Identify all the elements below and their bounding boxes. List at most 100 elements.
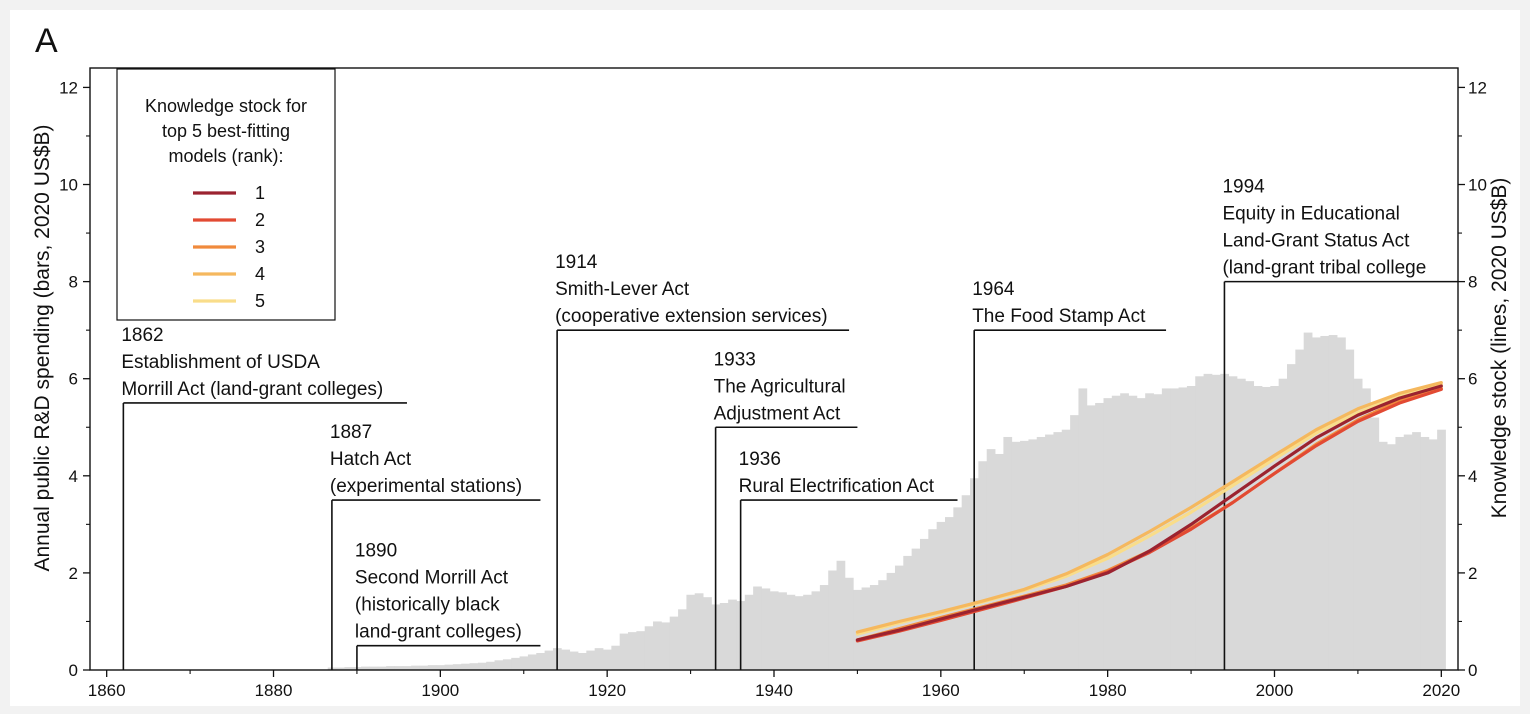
spending-bar-1968 [1003, 436, 1013, 670]
spending-bar-1982 [1120, 393, 1129, 670]
spending-bar-1947 [828, 570, 837, 670]
spending-bar-1923 [628, 632, 637, 670]
spending-bar-1980 [1103, 398, 1113, 670]
y-left-tick-label-6: 6 [69, 370, 78, 389]
spending-bar-2015 [1395, 436, 1405, 670]
spending-bar-1888 [336, 667, 345, 670]
spending-bar-1967 [995, 453, 1004, 670]
y-left-tick-label-10: 10 [59, 176, 78, 195]
annotation-text-1964-0: 1964 [972, 279, 1015, 300]
spending-bar-2004 [1303, 332, 1313, 670]
spending-bar-1931 [694, 593, 704, 670]
y-left-tick-label-12: 12 [59, 78, 78, 97]
y-axis-left-title: Annual public R&D spending (bars, 2020 U… [31, 124, 54, 571]
spending-bar-1918 [586, 650, 596, 670]
spending-bar-1934 [719, 603, 729, 670]
spending-bar-1998 [1253, 385, 1263, 670]
annotation-text-1933-0: 1933 [714, 349, 756, 370]
spending-bar-2012 [1370, 417, 1380, 670]
annotation-text-1887-1: Hatch Act [330, 449, 412, 470]
spending-bar-1928 [669, 616, 679, 670]
spending-bar-1891 [361, 666, 370, 670]
spending-bar-1897 [411, 665, 420, 670]
y-left-tick-label-4: 4 [69, 467, 78, 486]
figure-panel: A 1862 Establishment of USDA Morrill Act (… [10, 10, 1520, 706]
spending-bar-1973 [1045, 434, 1054, 670]
spending-bar-1999 [1261, 386, 1271, 670]
spending-bar-1938 [753, 586, 762, 670]
spending-bar-1941 [778, 592, 787, 670]
legend-title-line: models (rank): [168, 146, 283, 166]
annotation-text-1887-0: 1887 [330, 422, 372, 443]
spending-bar-2010 [1353, 378, 1363, 670]
spending-bar-1929 [678, 609, 687, 670]
spending-bar-1889 [344, 667, 354, 670]
annotation-text-1994-3: (land-grant tribal college [1222, 258, 1426, 279]
y-right-tick-label-10: 10 [1468, 176, 1487, 195]
spending-bar-1997 [1245, 381, 1255, 670]
y-right-tick-label-0: 0 [1468, 661, 1477, 680]
spending-bar-1908 [502, 659, 512, 670]
spending-bar-1970 [1020, 440, 1029, 670]
panel-label: A [35, 22, 58, 60]
x-tick-label-1940: 1940 [755, 681, 793, 700]
spending-bar-2006 [1320, 335, 1330, 670]
spending-bar-1965 [978, 461, 988, 670]
x-tick-label-1980: 1980 [1089, 681, 1127, 700]
annotation-text-1890-1: Second Morrill Act [355, 568, 509, 589]
spending-bar-1895 [394, 666, 404, 670]
spending-bar-1949 [844, 577, 854, 670]
spending-bar-2002 [1287, 364, 1296, 670]
axes: 1860 1880 1900 1920 1940 1960 1980 2000 2020 0 0 2 2… [59, 67, 1487, 700]
spending-bar-2001 [1278, 378, 1288, 670]
spending-bar-1962 [953, 507, 963, 670]
spending-bar-1948 [836, 560, 846, 670]
spending-bar-1979 [1095, 402, 1104, 670]
spending-bar-2009 [1345, 349, 1355, 670]
spending-bar-2018 [1420, 436, 1430, 670]
spending-bar-1899 [427, 665, 437, 670]
spending-bar-1961 [945, 517, 954, 670]
spending-bar-1971 [1028, 439, 1038, 670]
legend-label-rank-3: 3 [255, 237, 265, 257]
spending-bar-1902 [452, 664, 462, 670]
annotation-text-1933-2: Adjustment Act [714, 403, 841, 424]
x-tick-label-2000: 2000 [1256, 681, 1294, 700]
y-axis-right-title: Knowledge stock (lines, 2020 US$B) [1488, 178, 1511, 519]
spending-bar-1925 [644, 626, 654, 670]
spending-bar-1972 [1036, 436, 1046, 670]
spending-bar-2000 [1270, 385, 1280, 670]
legend: Knowledge stock for top 5 best-fitting mod… [116, 68, 336, 321]
spending-bar-1904 [469, 663, 479, 670]
spending-bar-2011 [1362, 388, 1371, 670]
x-tick-label-1920: 1920 [588, 681, 626, 700]
spending-bar-1984 [1136, 398, 1146, 670]
legend-label-rank-4: 4 [255, 264, 265, 284]
spending-bar-1901 [444, 664, 454, 670]
y-right-tick-label-2: 2 [1468, 564, 1477, 583]
spending-bar-1909 [511, 657, 520, 670]
y-right-tick-label-8: 8 [1468, 273, 1477, 292]
policy-annotations: 1862 Establishment of USDA Morrill Act (la… [121, 177, 1458, 670]
spending-bar-1944 [803, 594, 812, 670]
annotation-text-1994-2: Land-Grant Status Act [1222, 231, 1410, 252]
spending-bar-1917 [577, 653, 587, 670]
annotation-text-1890-0: 1890 [355, 541, 397, 562]
annotation-text-1964-1: The Food Stamp Act [972, 306, 1146, 327]
y-left-tick-label-2: 2 [69, 564, 78, 583]
spending-bar-1939 [761, 588, 771, 670]
annotation-text-1890-3: land-grant colleges) [355, 622, 522, 643]
x-tick-label-1880: 1880 [255, 681, 293, 700]
y-left-tick-label-8: 8 [69, 273, 78, 292]
spending-bar-1957 [911, 548, 921, 670]
knowledge-stock-lines [855, 381, 1443, 643]
annotation-text-1936-1: Rural Electrification Act [739, 476, 935, 497]
y-right-tick-label-4: 4 [1468, 467, 1477, 486]
annotation-text-1914-0: 1914 [555, 252, 598, 273]
annotation-text-1994-0: 1994 [1222, 177, 1265, 198]
x-tick-label-1960: 1960 [922, 681, 960, 700]
spending-bar-1913 [544, 650, 554, 670]
spending-bar-1995 [1228, 376, 1238, 670]
spending-bar-1903 [461, 663, 470, 670]
spending-bar-1956 [903, 555, 913, 670]
